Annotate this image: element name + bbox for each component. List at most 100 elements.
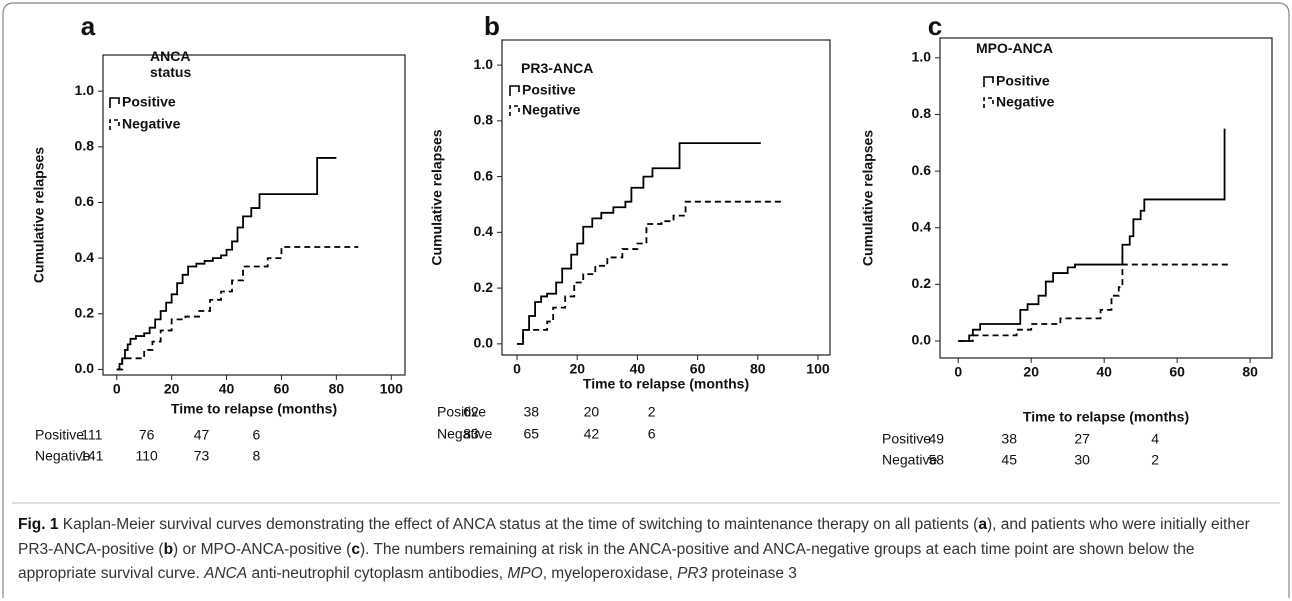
y-tick-label: 0.6 xyxy=(912,162,932,178)
x-tick-label: 80 xyxy=(1242,364,1258,380)
risk-count: 4 xyxy=(1151,431,1159,447)
x-tick-label: 20 xyxy=(569,361,585,377)
legend-symbol xyxy=(983,97,994,108)
y-tick-label: 0.6 xyxy=(474,167,494,183)
risk-count: 6 xyxy=(648,426,656,442)
panel-label: b xyxy=(484,11,500,41)
x-tick-label: 100 xyxy=(380,381,404,397)
legend-label: Positive xyxy=(122,94,176,110)
x-tick-label: 80 xyxy=(329,381,345,397)
risk-row-name: Positive xyxy=(437,404,486,420)
y-tick-label: 0.8 xyxy=(912,105,932,121)
caption-part: anti-neutrophil cytoplasm antibodies, xyxy=(247,565,508,582)
legend-label: Negative xyxy=(522,102,581,118)
risk-count: 30 xyxy=(1074,452,1090,468)
caption-part: a xyxy=(978,516,987,533)
caption-part: c xyxy=(351,540,360,558)
risk-row-name: Negative xyxy=(882,452,937,468)
x-tick-label: 0 xyxy=(113,381,121,397)
survival-curve xyxy=(116,246,359,371)
y-tick-label: 0.8 xyxy=(75,138,95,154)
plot-frame xyxy=(501,39,831,356)
survival-curve xyxy=(517,142,761,345)
risk-row-name: Negative xyxy=(35,448,90,464)
y-tick-label: 0.8 xyxy=(474,112,494,128)
x-tick-label: 20 xyxy=(1023,364,1039,380)
risk-count: 76 xyxy=(139,427,155,443)
y-tick-label: 1.0 xyxy=(474,56,494,72)
y-tick-label: 0.2 xyxy=(75,304,95,320)
x-tick-label: 60 xyxy=(1169,364,1185,380)
y-axis-label: Cumulative relapses xyxy=(31,147,47,283)
y-tick-label: 0.6 xyxy=(75,193,95,209)
x-tick-label: 20 xyxy=(164,381,180,397)
x-axis-label: Time to relapse (months) xyxy=(1023,409,1189,425)
x-tick-label: 0 xyxy=(513,361,521,377)
caption: Fig. 1 Kaplan-Meier survival curves demo… xyxy=(18,513,1276,587)
risk-count: 62 xyxy=(463,404,479,420)
caption-part: ), and patients who were initially eithe… xyxy=(18,516,1250,558)
y-tick-label: 0.2 xyxy=(474,279,494,295)
legend-symbol xyxy=(109,119,120,130)
risk-count: 45 xyxy=(1001,452,1017,468)
legend-title-box: ANCA status xyxy=(150,48,192,80)
x-tick-label: 60 xyxy=(274,381,290,397)
survival-curve xyxy=(958,128,1226,342)
risk-row-name: Positive xyxy=(35,427,84,443)
risk-count: 65 xyxy=(523,426,539,442)
risk-count: 20 xyxy=(584,404,600,420)
y-axis-label: Cumulative relapses xyxy=(860,130,876,266)
y-tick-label: 0.4 xyxy=(912,218,932,234)
risk-row-name: Positive xyxy=(882,431,931,447)
legend-label: Positive xyxy=(522,82,576,98)
survival-curve xyxy=(958,263,1229,342)
caption-part: ). The numbers remaining at risk in the … xyxy=(18,540,1195,583)
x-tick-label: 40 xyxy=(219,381,235,397)
legend-title-box: PR3-ANCA xyxy=(521,60,594,76)
y-tick-label: 0.4 xyxy=(474,223,494,239)
panel-label: c xyxy=(928,11,942,41)
x-tick-label: 60 xyxy=(690,361,706,377)
y-tick-label: 0.4 xyxy=(75,249,95,265)
x-tick-label: 80 xyxy=(750,361,766,377)
risk-count: 58 xyxy=(928,452,944,468)
caption-part: b xyxy=(163,540,174,558)
survival-curve xyxy=(116,157,337,371)
risk-count: 2 xyxy=(1151,452,1159,468)
plot-frame xyxy=(939,37,1273,359)
x-axis-label: Time to relapse (months) xyxy=(583,376,749,392)
caption-part: PR3 xyxy=(677,565,708,582)
y-tick-label: 0.0 xyxy=(912,332,932,348)
y-tick-label: 0.0 xyxy=(474,335,494,351)
legend-label: Negative xyxy=(122,116,181,132)
legend-label: Positive xyxy=(996,73,1050,89)
legend-title: ANCA status xyxy=(150,48,192,80)
y-tick-label: 1.0 xyxy=(75,82,95,98)
y-tick-label: 1.0 xyxy=(912,49,932,65)
caption-part: Kaplan-Meier survival curves demonstrati… xyxy=(58,516,979,533)
legend-title: PR3-ANCA xyxy=(521,60,594,76)
legend-title: MPO-ANCA xyxy=(976,40,1053,56)
x-axis-label: Time to relapse (months) xyxy=(171,401,337,417)
legend-title-box: MPO-ANCA xyxy=(976,40,1053,56)
risk-count: 38 xyxy=(523,404,539,420)
x-tick-label: 0 xyxy=(954,364,962,380)
risk-count: 73 xyxy=(194,448,210,464)
risk-count: 110 xyxy=(135,448,158,464)
y-tick-label: 0.0 xyxy=(75,360,95,376)
risk-count: 42 xyxy=(584,426,600,442)
legend-symbol xyxy=(983,76,994,87)
caption-part: ANCA xyxy=(204,565,248,582)
panel-label: a xyxy=(81,11,96,41)
x-tick-label: 40 xyxy=(630,361,646,377)
caption-part: Fig. 1 xyxy=(18,516,59,533)
legend-symbol xyxy=(509,105,520,116)
risk-count: 83 xyxy=(463,426,479,442)
legend-symbol xyxy=(109,97,120,108)
survival-curve xyxy=(517,200,785,345)
caption-part: MPO xyxy=(507,565,543,582)
risk-count: 47 xyxy=(194,427,210,443)
